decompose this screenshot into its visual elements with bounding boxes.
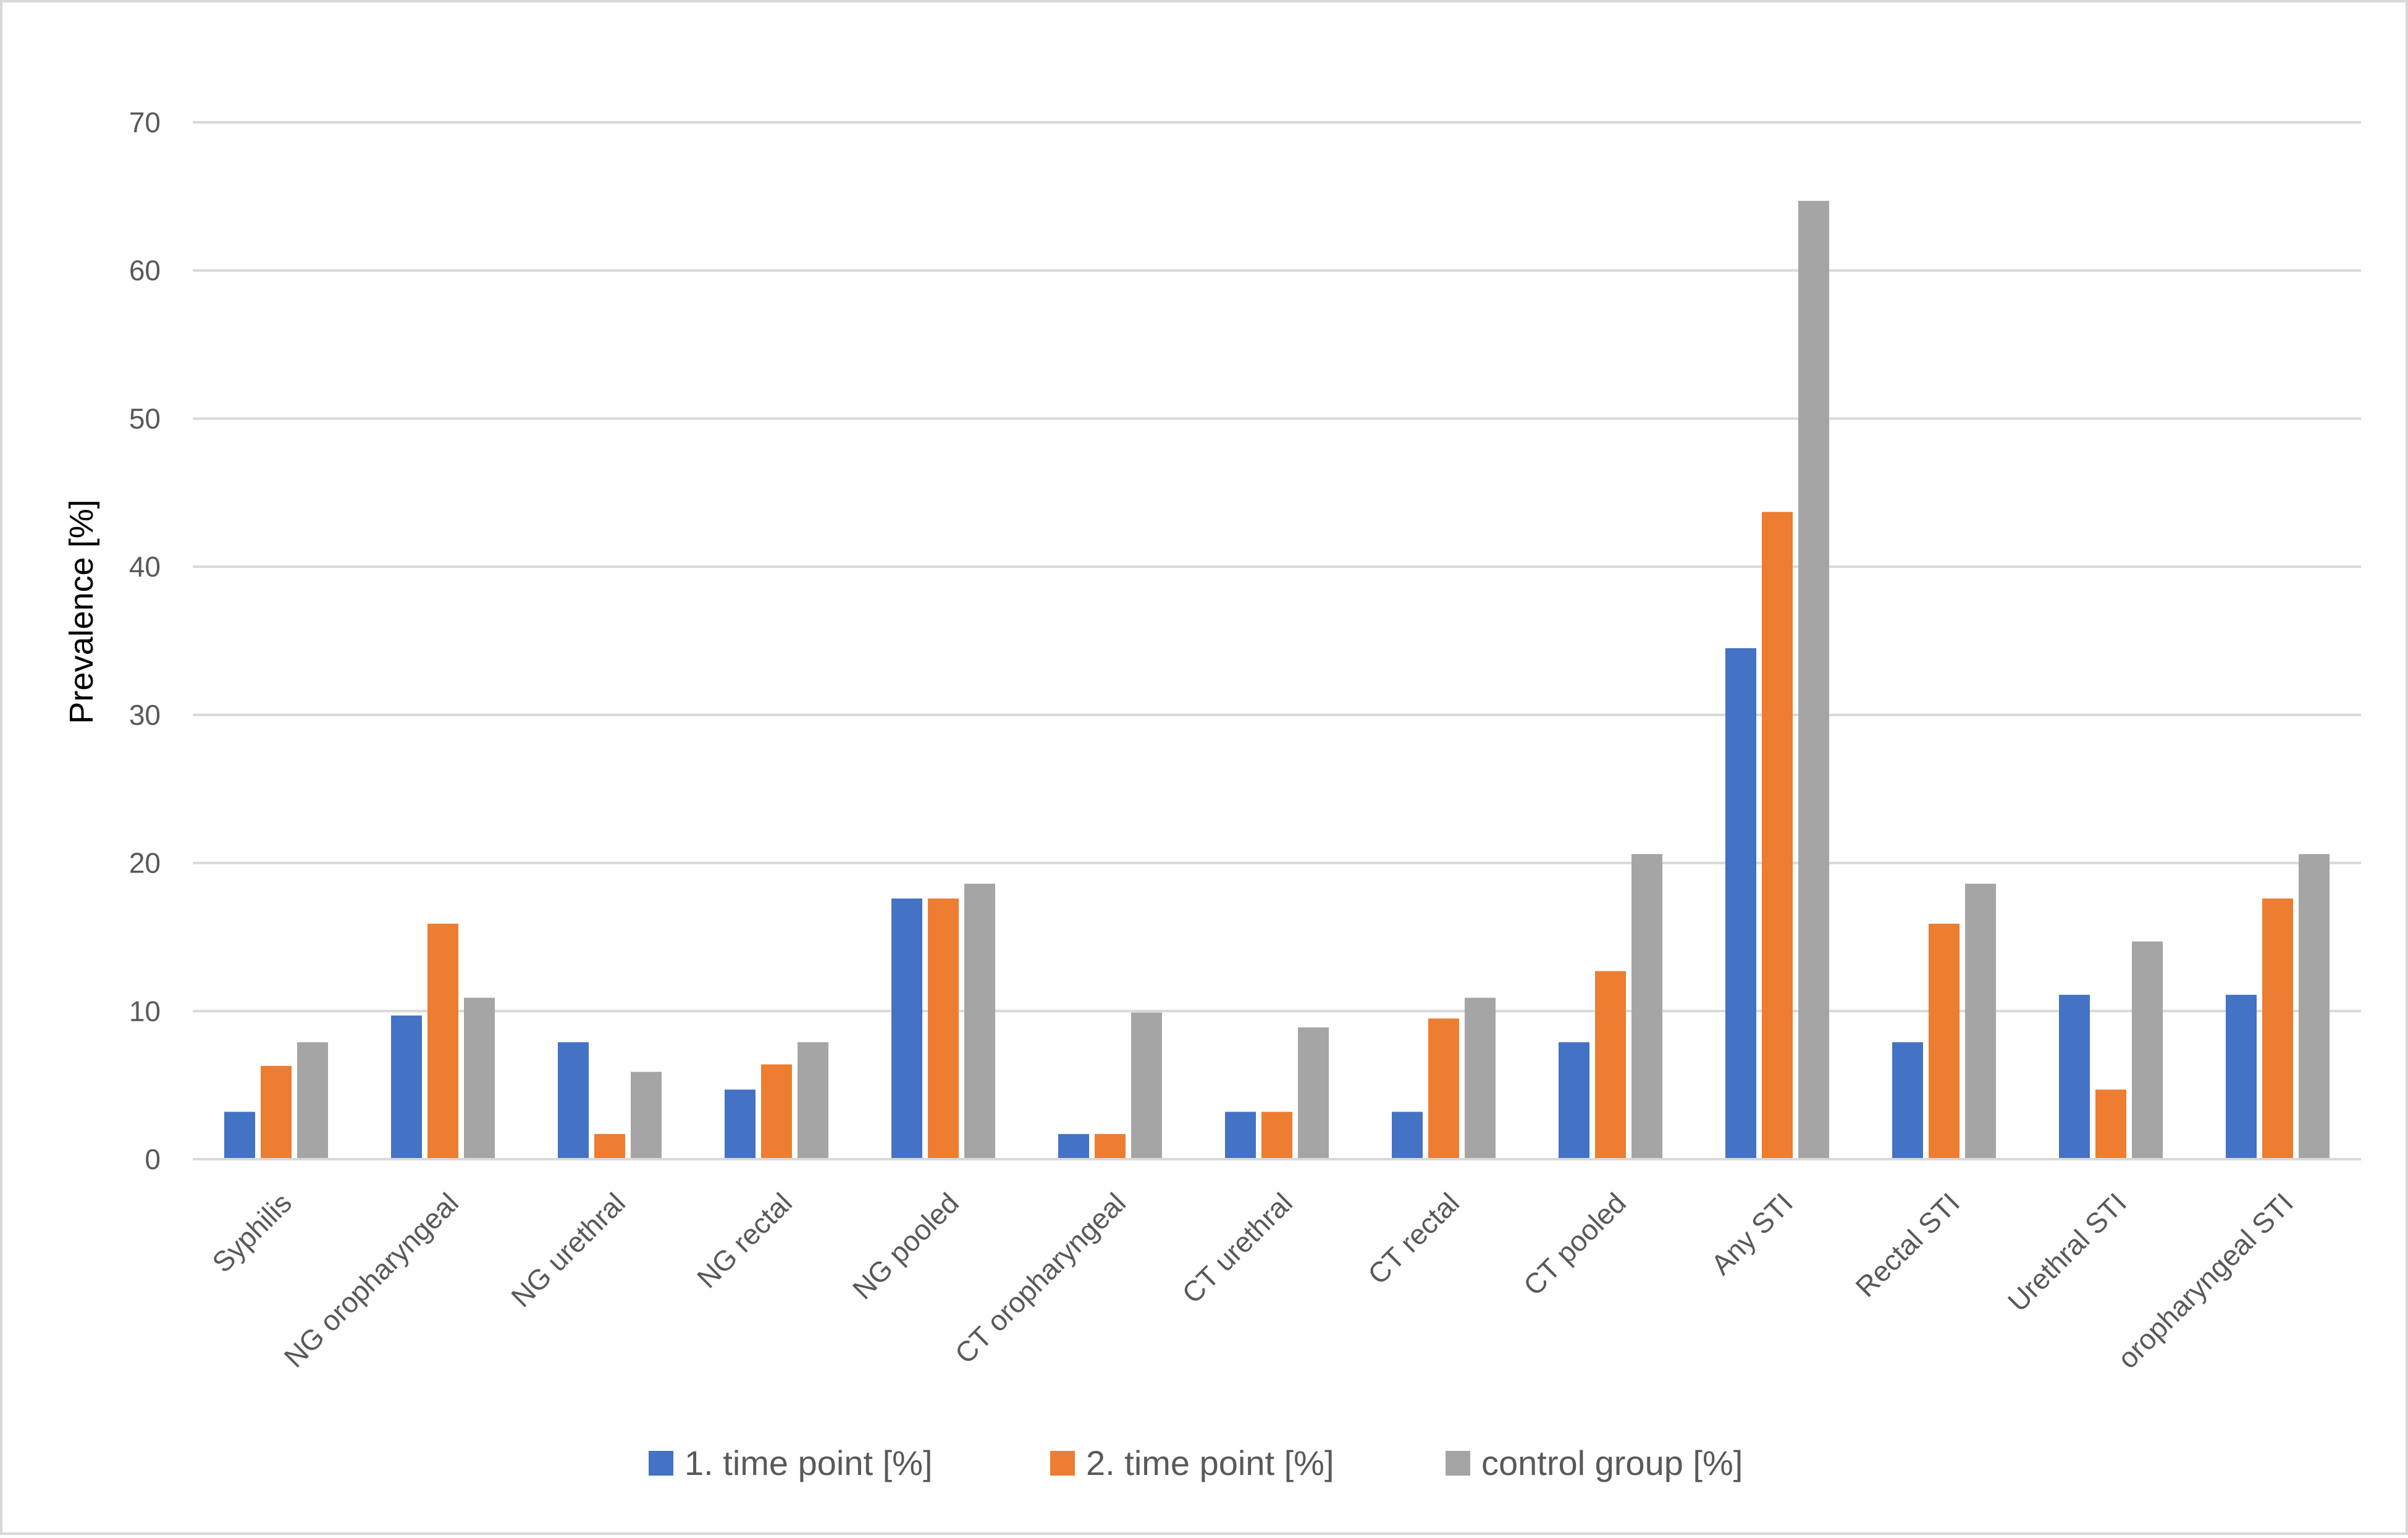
legend: 1. time point [%] 2. time point [%] contro…: [649, 1443, 1743, 1482]
bar-ct-oropharyngeal-series-3: [1131, 1012, 1162, 1159]
bar-ct-pooled-series-3: [1631, 854, 1662, 1159]
legend-label-3: control group [%]: [1481, 1443, 1743, 1482]
legend-label-1: 1. time point [%]: [684, 1443, 933, 1482]
bar-oropharyngeal-sti-series-3: [2299, 854, 2330, 1159]
bar-ng-pooled-series-3: [964, 884, 995, 1159]
bar-ct-pooled-series-2: [1595, 971, 1626, 1159]
y-axis-ticks: 0 10 20 30 40 50 60 70: [129, 106, 161, 1175]
bar-ct-urethral-series-2: [1261, 1112, 1292, 1159]
bar-oropharyngeal-sti-series-2: [2262, 898, 2293, 1159]
bar-syphilis-series-3: [297, 1042, 328, 1159]
bar-syphilis-series-1: [224, 1112, 255, 1159]
bar-ct-urethral-series-1: [1225, 1112, 1256, 1159]
legend-swatch-1: [649, 1451, 673, 1476]
y-tick-label: 20: [129, 847, 161, 879]
y-tick-label: 70: [129, 106, 161, 138]
y-tick-label: 60: [129, 255, 161, 287]
bar-rectal-sti-series-2: [1929, 923, 1960, 1159]
bar-ct-rectal-series-3: [1465, 997, 1496, 1159]
bar-ct-oropharyngeal-series-2: [1095, 1134, 1126, 1159]
bar-ng-rectal-series-2: [761, 1064, 792, 1159]
y-tick-label: 0: [145, 1143, 161, 1175]
bar-syphilis-series-2: [261, 1065, 292, 1159]
bar-urethral-sti-series-2: [2095, 1089, 2126, 1159]
bar-rectal-sti-series-1: [1892, 1042, 1923, 1159]
bar-ct-oropharyngeal-series-1: [1058, 1134, 1089, 1159]
bar-ct-rectal-series-1: [1392, 1112, 1423, 1159]
bar-ng-urethral-series-2: [594, 1134, 625, 1159]
bar-ng-urethral-series-3: [631, 1071, 662, 1159]
bar-urethral-sti-series-1: [2059, 994, 2090, 1159]
gridlines: [193, 121, 2361, 1013]
bar-ng-oropharyngeal-series-1: [391, 1015, 422, 1159]
bar-any-sti-series-1: [1725, 648, 1756, 1159]
bar-any-sti-series-3: [1798, 201, 1829, 1159]
bars: [224, 201, 2330, 1160]
y-axis-label: Prevalence [%]: [63, 499, 100, 724]
bar-oropharyngeal-sti-series-1: [2226, 994, 2257, 1159]
bar-any-sti-series-2: [1762, 512, 1793, 1160]
bar-urethral-sti-series-3: [2132, 941, 2163, 1159]
y-tick-label: 40: [129, 551, 161, 583]
y-tick-label: 10: [129, 995, 161, 1027]
legend-label-2: 2. time point [%]: [1086, 1443, 1334, 1482]
y-tick-label: 30: [129, 699, 161, 731]
bar-ng-rectal-series-1: [725, 1089, 756, 1159]
bar-ng-oropharyngeal-series-3: [464, 997, 495, 1159]
bar-ng-pooled-series-2: [928, 898, 959, 1159]
bar-ng-pooled-series-1: [891, 898, 922, 1159]
bar-ct-rectal-series-2: [1428, 1018, 1459, 1159]
bar-rectal-sti-series-3: [1965, 884, 1996, 1159]
y-tick-label: 50: [129, 402, 161, 434]
bar-ct-urethral-series-3: [1298, 1027, 1329, 1159]
bar-ct-pooled-series-1: [1559, 1042, 1589, 1159]
legend-swatch-2: [1050, 1451, 1075, 1476]
legend-swatch-3: [1446, 1451, 1470, 1476]
bar-ng-oropharyngeal-series-2: [427, 923, 458, 1159]
bar-ng-urethral-series-1: [558, 1042, 589, 1159]
bar-ng-rectal-series-3: [798, 1042, 828, 1159]
